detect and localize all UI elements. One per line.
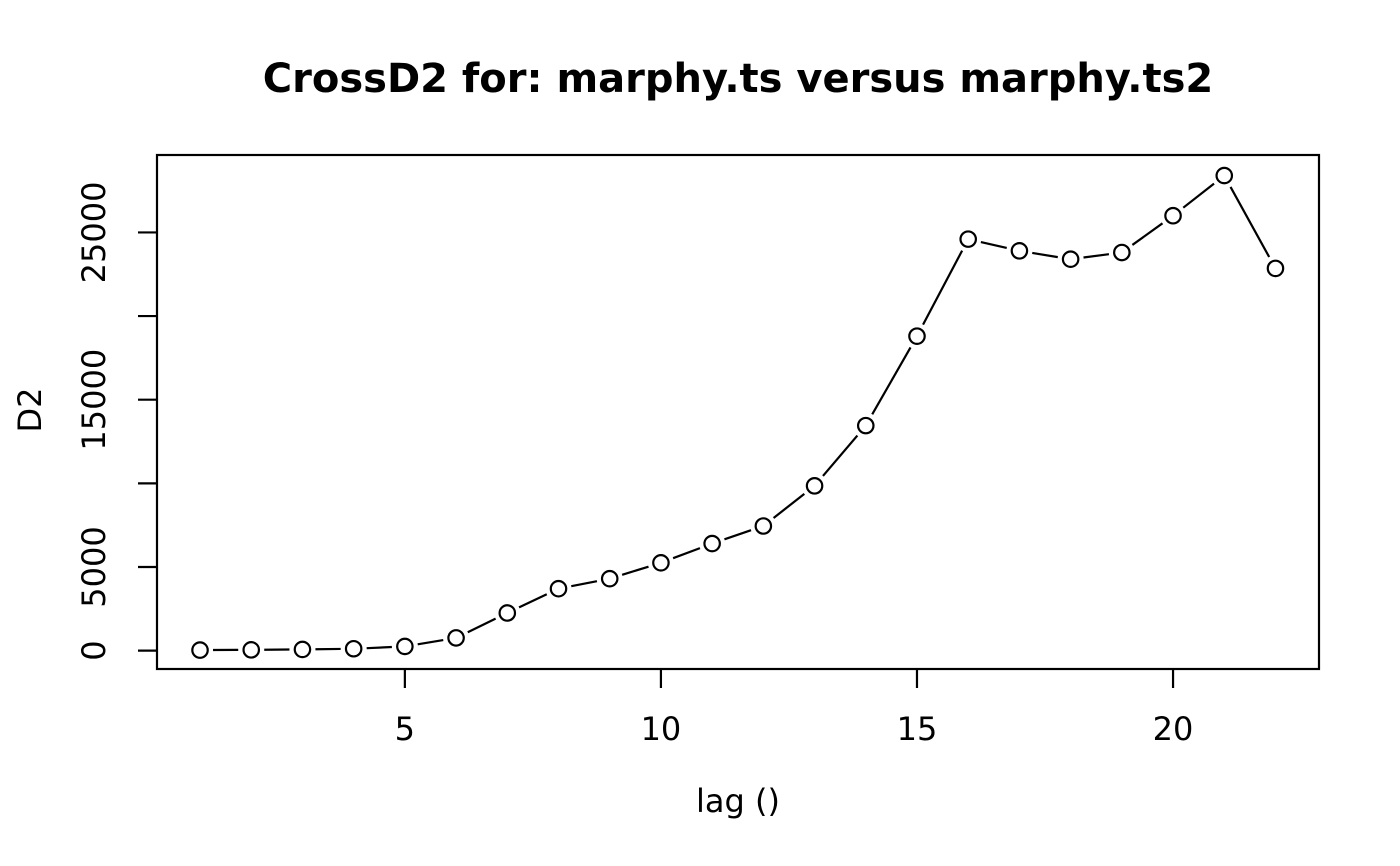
- data-point-marker: [600, 569, 619, 588]
- data-point-marker: [1215, 166, 1234, 185]
- series-segment: [1032, 251, 1058, 259]
- series-segment: [871, 346, 912, 415]
- series-segment: [724, 529, 752, 541]
- data-point-marker: [1113, 243, 1131, 262]
- y-tick-label: 15000: [75, 349, 113, 451]
- y-tick-label: 25000: [75, 182, 113, 284]
- data-point-marker: [703, 534, 721, 553]
- data-point-marker: [1266, 259, 1285, 278]
- data-point-marker: [549, 579, 568, 598]
- data-point-marker: [191, 641, 209, 659]
- series-segment: [822, 434, 859, 477]
- data-point-marker: [1010, 242, 1029, 260]
- x-tick-label: 15: [897, 710, 938, 748]
- series-segment: [922, 250, 964, 326]
- data-point-marker: [396, 637, 414, 656]
- data-point-marker: [293, 640, 312, 659]
- data-point-marker: [805, 477, 824, 495]
- series-segment: [518, 593, 548, 609]
- series-segment: [772, 493, 806, 519]
- data-point-marker: [447, 629, 465, 647]
- data-point-marker: [1061, 250, 1080, 269]
- x-tick-label: 5: [395, 710, 415, 748]
- series-segment: [1182, 182, 1215, 209]
- data-point-marker: [856, 416, 875, 435]
- data-point-marker: [959, 230, 977, 248]
- data-point-marker: [754, 517, 773, 535]
- data-point-marker: [652, 553, 670, 572]
- x-tick-label: 20: [1153, 710, 1194, 748]
- data-point-marker: [498, 604, 517, 622]
- data-point-marker: [344, 639, 363, 658]
- plot-box: [155, 153, 1321, 671]
- series-segment: [366, 645, 392, 650]
- series-segment: [1131, 222, 1164, 246]
- y-tick-label: 5000: [75, 526, 113, 607]
- series-segment: [980, 240, 1007, 250]
- x-tick-label: 10: [641, 710, 682, 748]
- series-segment: [467, 617, 497, 634]
- x-axis-title: lag (): [696, 782, 780, 820]
- series-segment: [571, 580, 598, 588]
- series-segment: [1229, 186, 1271, 258]
- series-segment: [621, 565, 649, 576]
- series-segment: [1083, 253, 1110, 259]
- data-point-marker: [242, 641, 261, 659]
- data-point-marker: [908, 327, 926, 345]
- data-point-marker: [1164, 206, 1182, 225]
- series-segment: [417, 638, 444, 646]
- y-tick-label: 0: [75, 640, 113, 660]
- chart-title: CrossD2 for: marphy.ts versus marphy.ts2: [262, 56, 1214, 102]
- series-segment: [672, 547, 701, 560]
